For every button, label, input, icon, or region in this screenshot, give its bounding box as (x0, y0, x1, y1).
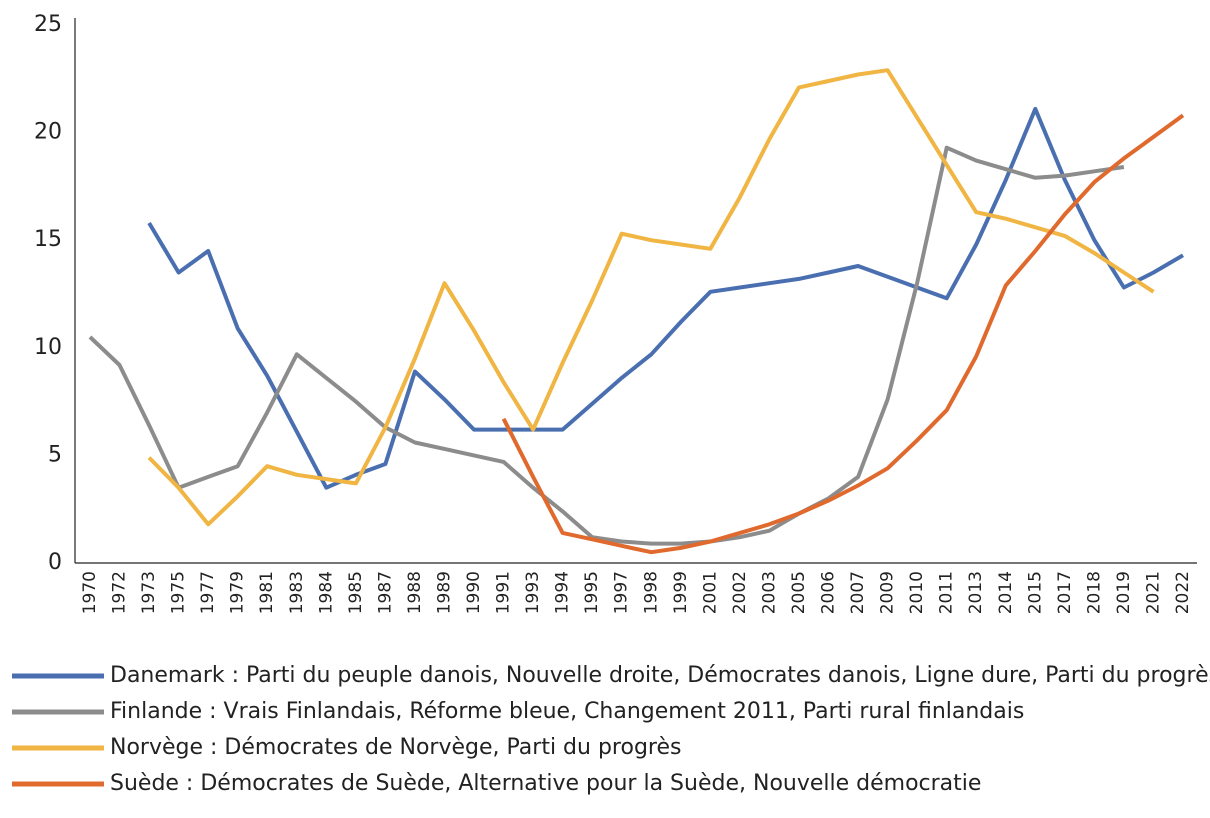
x-tick-label: 1990 (464, 571, 484, 614)
x-tick-label: 2019 (1114, 571, 1134, 614)
x-tick-label: 1972 (110, 571, 130, 614)
x-tick-label: 2007 (848, 571, 868, 614)
legend-label: Suède : Démocrates de Suède, Alternative… (110, 771, 981, 796)
x-tick-label: 1981 (257, 571, 277, 614)
y-tick-label: 25 (34, 12, 62, 37)
x-tick-label: 1970 (80, 571, 100, 614)
series-line (147, 106, 1185, 490)
x-tick-label: 1973 (139, 571, 159, 614)
x-tick-label: 2006 (819, 571, 839, 614)
x-tick-label: 1984 (316, 571, 336, 614)
x-tick-label: 2011 (937, 571, 957, 614)
x-tick-label: 2010 (907, 571, 927, 614)
x-tick-label: 1994 (553, 571, 573, 614)
x-tick-label: 2001 (700, 571, 720, 614)
x-tick-label: 1995 (582, 571, 602, 614)
legend-label: Norvège : Démocrates de Norvège, Parti d… (110, 735, 681, 760)
series-line (147, 68, 1155, 527)
x-tick-label: 1975 (169, 571, 189, 614)
x-tick-label: 1997 (612, 571, 632, 614)
x-tick-label: 2009 (878, 571, 898, 614)
x-tick-label: 1983 (287, 571, 307, 614)
x-tick-label: 1993 (523, 571, 543, 614)
x-tick-label: 1988 (405, 571, 425, 614)
x-tick-label: 1987 (375, 571, 395, 614)
x-tick-label: 2018 (1084, 571, 1104, 614)
x-tick-label: 1979 (228, 571, 248, 614)
x-tick-label: 2005 (789, 571, 809, 614)
x-tick-label: 2003 (759, 571, 779, 614)
x-tick-label: 2017 (1055, 571, 1075, 614)
legend-label: Danemark : Parti du peuple danois, Nouve… (110, 663, 1210, 688)
x-tick-label: 2021 (1143, 571, 1163, 614)
x-tick-label: 2013 (966, 571, 986, 614)
x-tick-label: 2015 (1025, 571, 1045, 614)
x-tick-label: 1989 (434, 571, 454, 614)
legend-label: Finlande : Vrais Finlandais, Réforme ble… (110, 699, 1024, 724)
x-tick-label: 2022 (1173, 571, 1193, 614)
series-line (88, 145, 1125, 546)
x-tick-label: 2002 (730, 571, 750, 614)
series-line (501, 113, 1185, 555)
x-tick-label: 1985 (346, 571, 366, 614)
x-tick-label: 1991 (494, 571, 514, 614)
x-tick-label: 1977 (198, 571, 218, 614)
y-tick-label: 5 (48, 442, 62, 467)
y-tick-label: 20 (34, 120, 62, 145)
x-tick-label: 1998 (641, 571, 661, 614)
y-tick-label: 10 (34, 335, 62, 360)
y-tick-label: 0 (48, 550, 62, 575)
x-tick-label: 1999 (671, 571, 691, 614)
x-tick-label: 2014 (996, 571, 1016, 614)
y-tick-label: 15 (34, 227, 62, 252)
